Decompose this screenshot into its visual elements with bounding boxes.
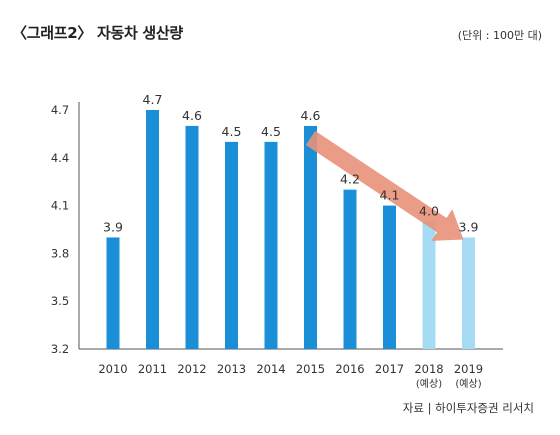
x-tick-label: 2011 (138, 362, 167, 376)
unit-note: (단위 : 100만 대) (457, 29, 542, 42)
x-tick-label: 2013 (217, 362, 246, 376)
chart-title: 〈그래프2〉 자동차 생산량 (12, 24, 183, 42)
x-tick-label: 2012 (177, 362, 206, 376)
y-tick-label: 3.8 (51, 246, 69, 260)
bar-2019 (462, 237, 475, 349)
data-label-2018: 4.0 (419, 204, 439, 219)
bar-2018 (422, 221, 436, 349)
data-label-2013: 4.5 (222, 124, 242, 139)
data-label-2017: 4.1 (380, 188, 400, 203)
data-label-2010: 3.9 (103, 219, 123, 234)
x-tick-label: 2016 (335, 362, 364, 376)
x-tick-sublabel: (예상) (455, 378, 481, 390)
y-tick-label: 3.5 (51, 294, 69, 308)
x-tick-sublabel: (예상) (416, 378, 442, 390)
bar-2013 (225, 141, 238, 349)
y-tick-label: 3.2 (51, 342, 69, 356)
trend-arrow (305, 130, 464, 241)
bar-2011 (146, 110, 159, 349)
x-tick-label: 2017 (375, 362, 404, 376)
data-label-2012: 4.6 (182, 108, 202, 123)
bar-2014 (264, 141, 278, 349)
x-tick-label: 2015 (296, 362, 325, 376)
data-label-2019: 3.9 (459, 219, 479, 234)
x-tick-label: 2018 (414, 362, 443, 376)
x-tick-label: 2010 (98, 362, 127, 376)
x-tick-label: 2019 (454, 362, 483, 376)
source-note: 자료 | 하이투자증권 리서치 (402, 401, 534, 415)
data-label-2011: 4.7 (143, 92, 163, 107)
x-tick-label: 2014 (256, 362, 285, 376)
bar-2017 (383, 205, 396, 349)
bar-2016 (343, 189, 357, 349)
y-tick-label: 4.7 (51, 103, 69, 117)
data-label-2015: 4.6 (301, 108, 321, 123)
data-label-2014: 4.5 (261, 124, 281, 139)
data-label-2016: 4.2 (340, 172, 360, 187)
y-tick-label: 4.4 (51, 151, 69, 165)
bar-2012 (185, 125, 199, 349)
bar-2015 (304, 125, 317, 349)
bar-2010 (106, 237, 120, 349)
y-tick-label: 4.1 (51, 199, 69, 213)
